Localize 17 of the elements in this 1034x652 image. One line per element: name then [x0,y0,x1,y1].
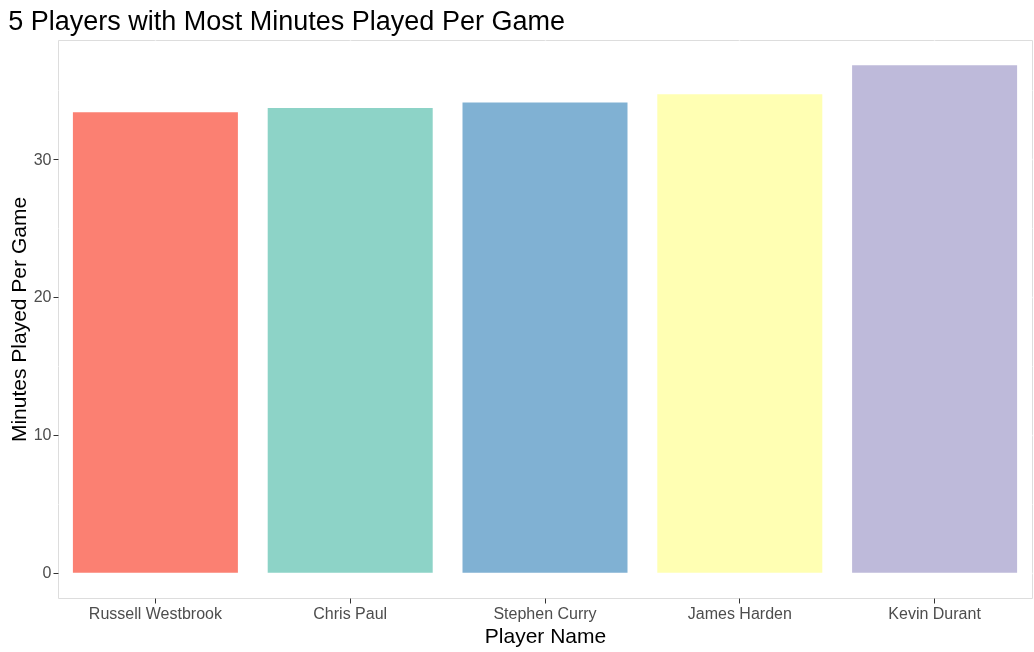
y-tick-label: 20 [33,288,52,306]
y-tick-label: 0 [42,564,52,582]
x-tick-label: Kevin Durant [888,604,982,622]
x-axis-title: Player Name [484,623,607,647]
chart-title: 5 Players with Most Minutes Played Per Game [8,6,565,36]
bar [852,65,1018,573]
y-tick-label: 30 [33,150,52,168]
x-tick-label: Chris Paul [313,604,388,622]
y-tick-label: 10 [33,426,52,444]
bar [72,112,238,573]
bar [657,94,823,573]
bar [462,102,628,573]
y-axis-title: Minutes Played Per Game [6,196,30,443]
x-tick-label: James Harden [687,604,792,622]
x-tick-label: Russell Westbrook [88,604,223,622]
x-tick-label: Stephen Curry [493,604,597,622]
bar [267,108,433,573]
